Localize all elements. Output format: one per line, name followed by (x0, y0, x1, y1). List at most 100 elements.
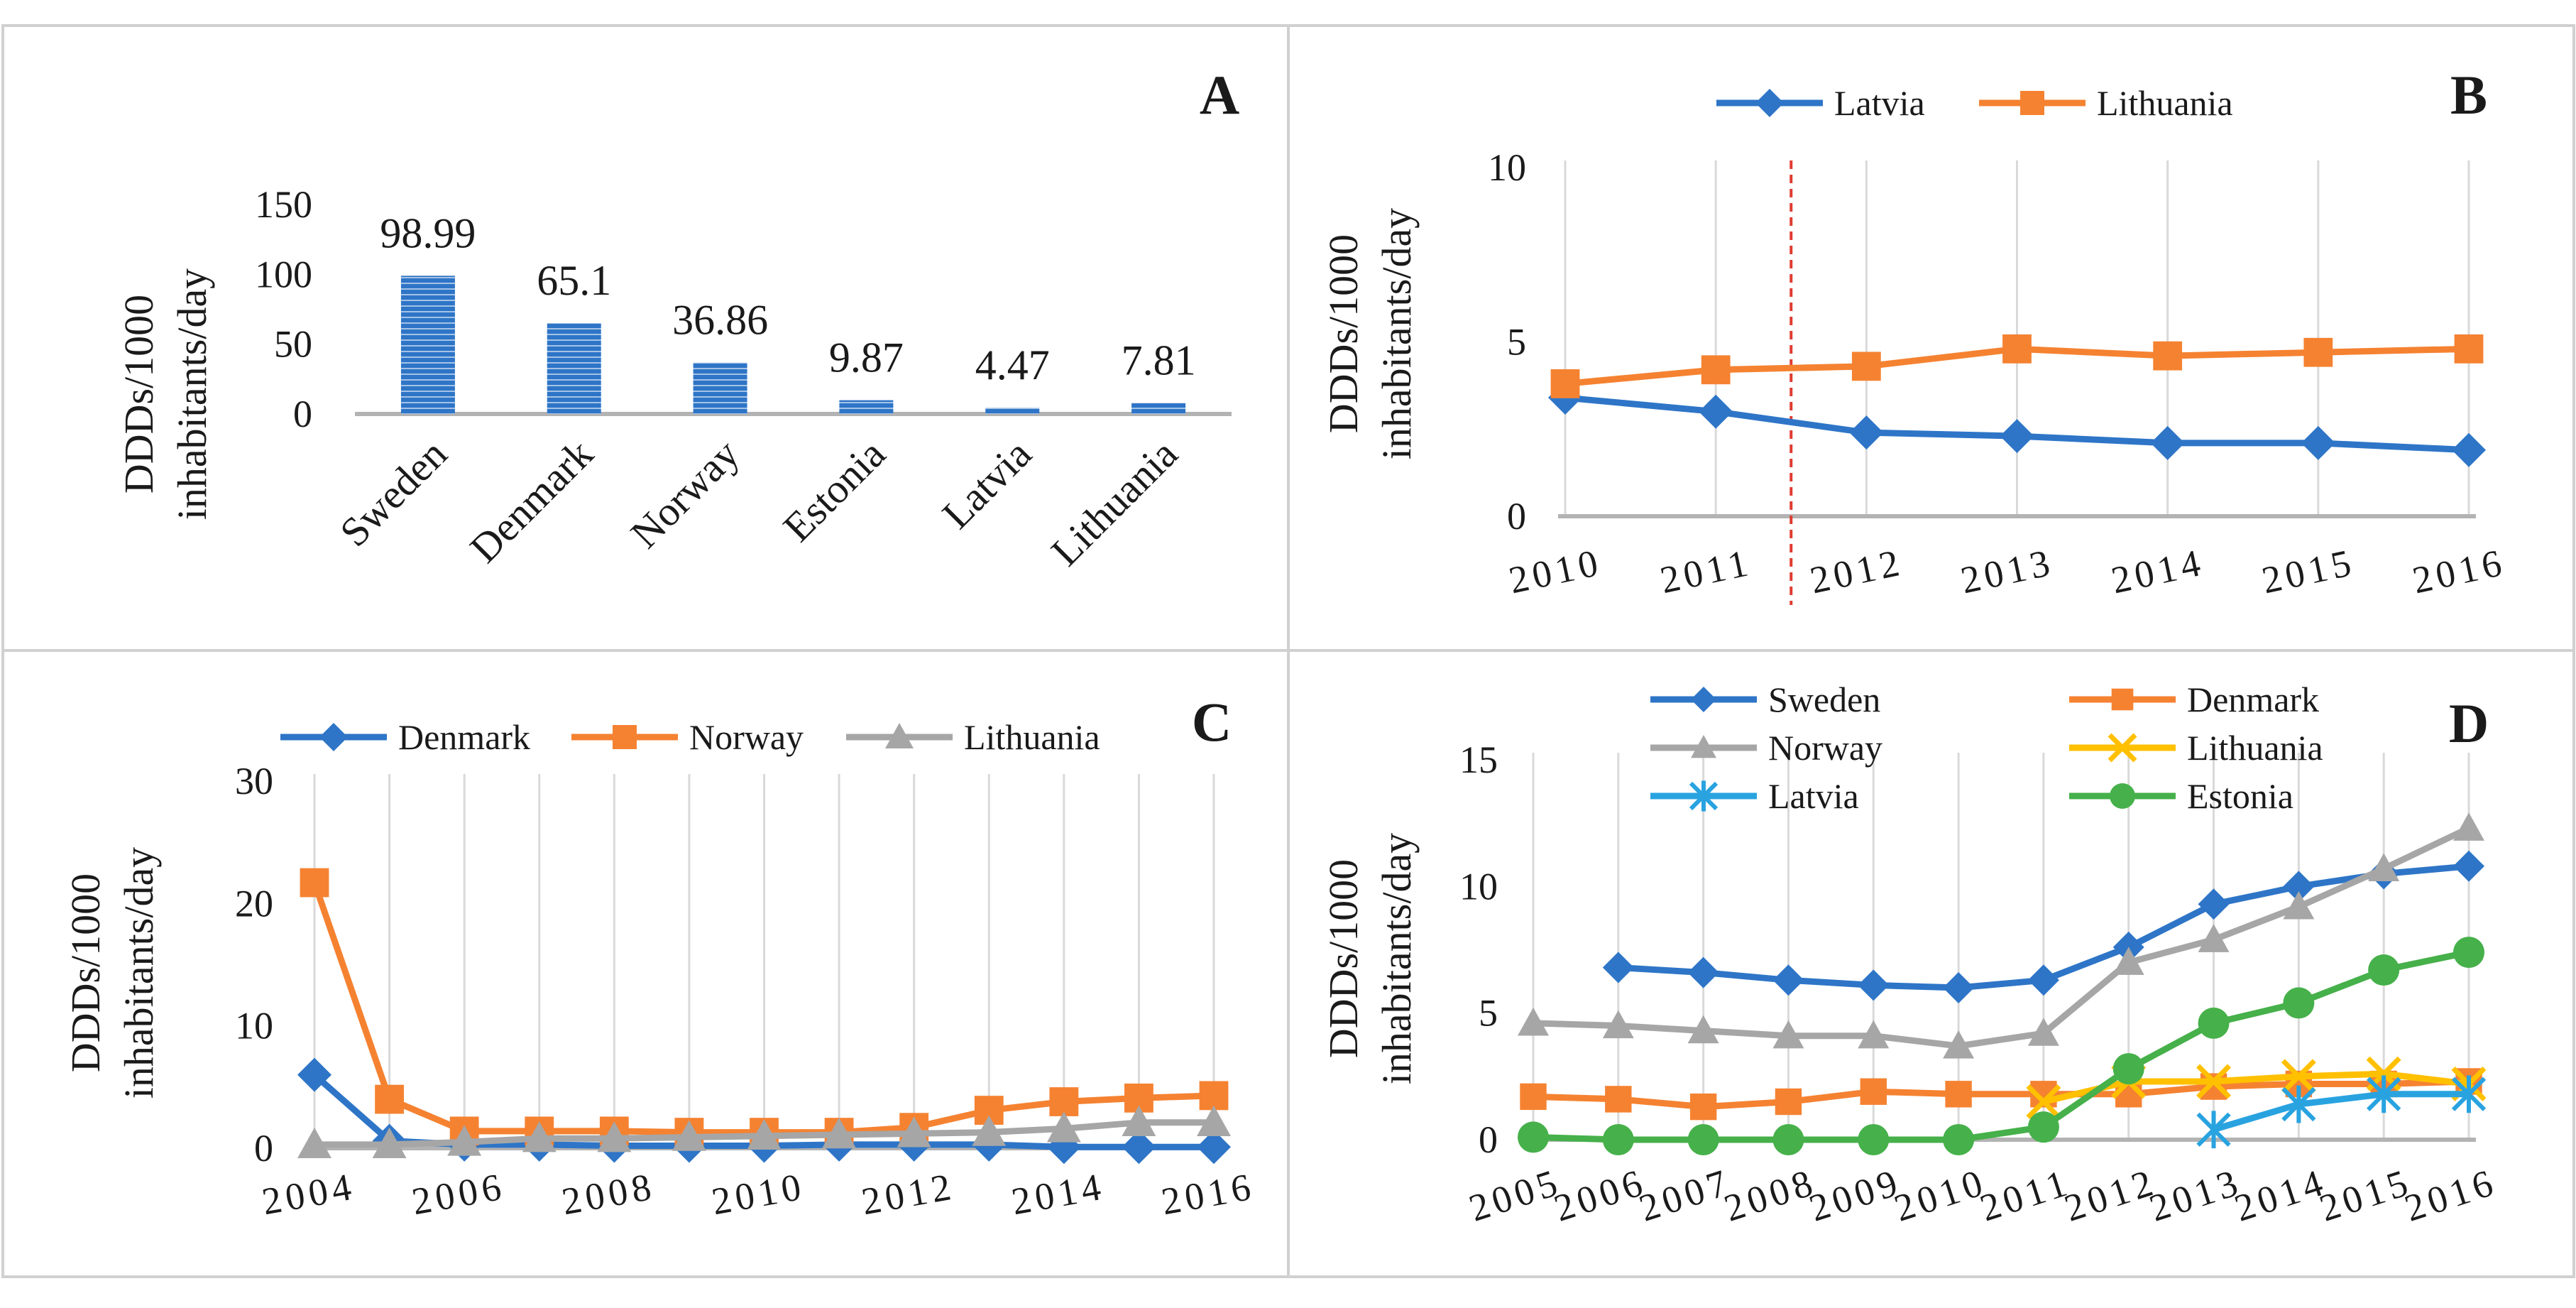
panel-b-frame (1287, 24, 2575, 652)
panel-d-point-norway-2013 (2198, 924, 2230, 952)
panel-c-point-lithuania-2013 (972, 1115, 1007, 1146)
panel-d-point-norway-2009 (1858, 1020, 1890, 1049)
panel-d-legend-marker-lithuania (2108, 733, 2137, 763)
panel-d-legend-marker-norway (1691, 735, 1716, 758)
panel-a-data-label-sweden: 98.99 (380, 209, 476, 256)
panel-a-bar-sweden (400, 276, 455, 414)
panel-c-legend-label-denmark: Denmark (398, 717, 530, 757)
panel-b-point-latvia-2014 (2150, 425, 2185, 460)
panel-d-series-sweden (1602, 850, 2484, 1003)
panel-c-ytick-30: 30 (235, 760, 273, 802)
panel-b-ylabel-line2: inhabitants/day (1374, 208, 1420, 459)
panel-b-letter: B (2450, 64, 2487, 126)
panel-d-point-sweden-2009 (1858, 969, 1890, 1001)
panel-d-ytick-0: 0 (1479, 1118, 1498, 1161)
panel-a-data-label-lithuania: 7.81 (1122, 337, 1196, 384)
panel-d-point-denmark-2013 (2200, 1073, 2227, 1100)
panel-a-letter: A (1200, 64, 1239, 126)
panel-a-ylabel-line2: inhabitants/day (169, 268, 215, 520)
panel-c-point-norway-2014 (1049, 1087, 1079, 1116)
panel-d-point-estonia-2008 (1772, 1124, 1804, 1155)
panel-d-point-estonia-2005 (1518, 1121, 1549, 1153)
panel-d-legend-label-latvia: Latvia (1768, 776, 1859, 816)
panel-c-legend-denmark: Denmark (280, 717, 530, 757)
panel-d-point-estonia-2009 (1858, 1124, 1890, 1155)
panel-b-point-latvia-2011 (1699, 394, 1733, 429)
panel-d-point-denmark-2008 (1775, 1088, 1802, 1116)
panel-c-legend-lithuania: Lithuania (846, 717, 1100, 757)
panel-c-point-lithuania-2016 (1197, 1105, 1231, 1137)
panel-c-point-lithuania-2007 (522, 1121, 557, 1152)
panel-a-data-label-estonia: 9.87 (829, 334, 904, 381)
panel-d-point-latvia-2014 (2281, 1085, 2316, 1123)
panel-c-point-lithuania-2009 (672, 1120, 706, 1151)
panel-d-legend-label-lithuania: Lithuania (2187, 728, 2323, 768)
panel-d-ytick-5: 5 (1479, 992, 1498, 1035)
panel-d-point-lithuania-2013 (2196, 1064, 2232, 1099)
panel-d-point-norway-2016 (2453, 812, 2484, 841)
panel-c-ytick-10: 10 (235, 1005, 273, 1047)
panel-d-line-latvia (2213, 1091, 2469, 1133)
panel-c-point-lithuania-2012 (897, 1116, 931, 1148)
panel-d-point-norway-2014 (2283, 890, 2315, 920)
panel-c-ytick-20: 20 (235, 882, 273, 925)
panel-d-point-sweden-2006 (1602, 952, 1634, 983)
panel-d-point-estonia-2012 (2112, 1053, 2144, 1085)
panel-c-point-denmark-2004 (297, 1057, 331, 1092)
panel-d-ytick-10: 10 (1459, 865, 1498, 908)
panel-b-legend-marker-latvia (1755, 89, 1784, 117)
panel-d-frame (1287, 649, 2575, 1278)
panel-b-point-latvia-2012 (1849, 415, 1884, 450)
panel-d-point-latvia-2013 (2196, 1111, 2231, 1149)
panel-c-legend-label-lithuania: Lithuania (964, 717, 1100, 757)
panel-d-ylabel-line1: DDDs/1000 (1320, 859, 1366, 1058)
panel-d-point-denmark-2010 (1945, 1081, 1972, 1108)
panel-d-legend-estonia: Estonia (2069, 776, 2293, 816)
panel-d-point-sweden-2014 (2283, 871, 2315, 903)
panel-d-point-latvia-2015 (2367, 1075, 2401, 1113)
panel-a-ylabel-line1: DDDs/1000 (116, 295, 162, 494)
panel-c-point-lithuania-2004 (297, 1127, 331, 1159)
panel-a-data-label-latvia: 4.47 (975, 342, 1050, 388)
panel-d-point-estonia-2013 (2198, 1007, 2230, 1039)
panel-d-point-estonia-2006 (1602, 1124, 1634, 1155)
panel-d-legend-label-estonia: Estonia (2187, 776, 2293, 816)
panel-d-point-estonia-2011 (2027, 1111, 2059, 1143)
panel-d-series-latvia (2196, 1075, 2487, 1149)
panel-d-point-sweden-2016 (2453, 850, 2484, 882)
panel-d-point-estonia-2014 (2283, 987, 2315, 1019)
panel-d-legend-marker-sweden (1691, 687, 1716, 712)
panel-c-point-lithuania-2010 (747, 1118, 782, 1150)
panel-d-legend-latvia: Latvia (1650, 776, 1859, 816)
panel-b-point-lithuania-2013 (2002, 334, 2032, 364)
panel-a-bar-latvia (985, 408, 1040, 414)
panel-b-legend-marker-lithuania (2020, 91, 2044, 115)
panel-b-point-lithuania-2016 (2454, 334, 2484, 364)
panel-c-point-norway-2005 (375, 1084, 404, 1114)
panel-c-letter: C (1192, 691, 1232, 753)
panel-c-ylabel-line1: DDDs/1000 (62, 873, 109, 1072)
panel-b-point-lithuania-2014 (2153, 341, 2183, 371)
panel-b-point-latvia-2013 (2000, 419, 2034, 454)
panel-c-legend-marker-lithuania (885, 723, 914, 748)
panel-c-point-denmark-2015 (1122, 1130, 1156, 1165)
panel-d-point-norway-2012 (2112, 947, 2144, 975)
panel-b-point-lithuania-2010 (1550, 369, 1580, 398)
panel-c-point-lithuania-2014 (1046, 1111, 1081, 1143)
panel-d-series-lithuania (2026, 1056, 2487, 1119)
panel-a-ytick-0: 0 (293, 393, 312, 435)
panel-b-ytick-10: 10 (1488, 146, 1526, 189)
panel-d-point-estonia-2016 (2453, 937, 2484, 969)
panel-b-point-latvia-2016 (2452, 432, 2486, 467)
panel-d-series-norway (1518, 812, 2484, 1059)
panel-d-ytick-15: 15 (1459, 739, 1498, 781)
panel-c-point-denmark-2016 (1197, 1130, 1231, 1165)
panel-b-legend-label-lithuania: Lithuania (2097, 83, 2233, 123)
panel-d-legend-marker-denmark (2111, 688, 2134, 711)
panel-d-point-norway-2011 (2027, 1018, 2059, 1046)
panel-a-frame (1, 24, 1290, 652)
panel-d-point-denmark-2005 (1520, 1083, 1547, 1111)
panel-d-legend-norway: Norway (1650, 728, 1882, 768)
panel-d-point-norway-2007 (1687, 1015, 1719, 1044)
